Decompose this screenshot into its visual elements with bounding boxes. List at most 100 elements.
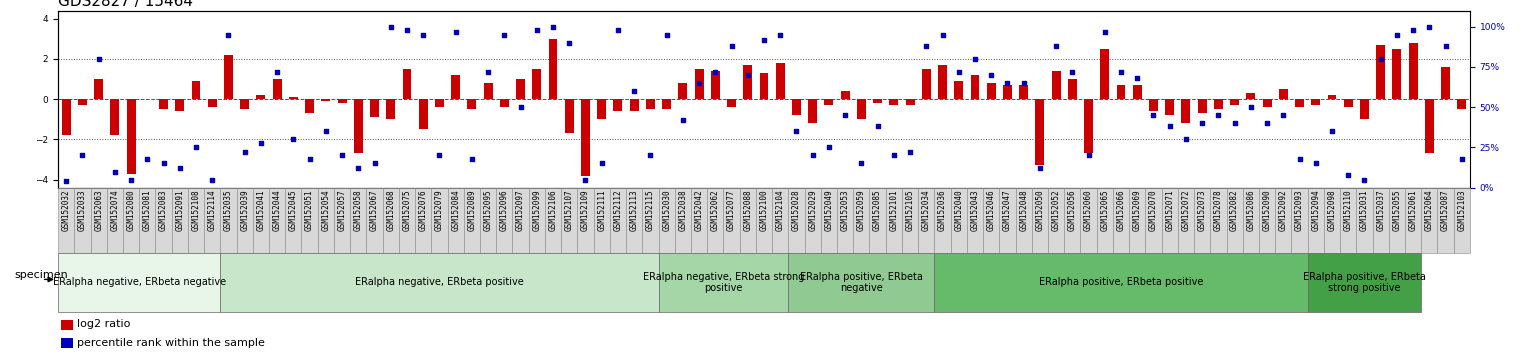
FancyBboxPatch shape <box>772 188 788 253</box>
Bar <box>451 75 460 99</box>
FancyBboxPatch shape <box>935 253 1308 312</box>
FancyBboxPatch shape <box>1227 188 1242 253</box>
FancyBboxPatch shape <box>610 188 626 253</box>
Point <box>249 140 274 145</box>
Bar <box>272 79 281 99</box>
Bar <box>191 81 200 99</box>
Point <box>654 32 678 38</box>
Bar <box>987 83 996 99</box>
Text: GSM152074: GSM152074 <box>110 190 119 231</box>
Bar <box>889 99 898 105</box>
Bar <box>921 69 931 99</box>
Bar <box>1441 67 1450 99</box>
Point <box>590 161 614 166</box>
Point <box>1174 137 1198 142</box>
FancyBboxPatch shape <box>58 188 75 253</box>
Text: GSM152072: GSM152072 <box>1181 190 1190 231</box>
Text: GSM152062: GSM152062 <box>711 190 720 231</box>
Point <box>769 32 793 38</box>
Text: GSM152103: GSM152103 <box>1458 190 1467 231</box>
Bar <box>1083 99 1093 153</box>
FancyBboxPatch shape <box>1016 188 1031 253</box>
Point <box>1239 104 1264 110</box>
Point <box>394 27 419 33</box>
Point <box>1287 156 1311 161</box>
Point <box>1125 75 1149 81</box>
FancyBboxPatch shape <box>1161 188 1178 253</box>
Bar <box>159 99 168 109</box>
Text: GSM152067: GSM152067 <box>370 190 379 231</box>
Text: GSM152031: GSM152031 <box>1360 190 1369 231</box>
FancyBboxPatch shape <box>1372 188 1389 253</box>
Bar <box>825 99 833 105</box>
FancyBboxPatch shape <box>691 188 707 253</box>
Bar <box>402 69 411 99</box>
Text: GSM152109: GSM152109 <box>581 190 590 231</box>
FancyBboxPatch shape <box>1389 188 1406 253</box>
Text: ERalpha negative, ERbeta negative: ERalpha negative, ERbeta negative <box>52 277 226 287</box>
Bar <box>1166 99 1174 115</box>
FancyBboxPatch shape <box>950 188 967 253</box>
Point <box>573 177 597 182</box>
FancyBboxPatch shape <box>1210 188 1227 253</box>
Bar <box>306 99 315 113</box>
Bar <box>61 320 72 330</box>
Text: GSM152084: GSM152084 <box>451 190 460 231</box>
FancyBboxPatch shape <box>1129 188 1146 253</box>
Text: GSM152107: GSM152107 <box>565 190 573 231</box>
Bar <box>532 69 541 99</box>
FancyBboxPatch shape <box>431 188 448 253</box>
Text: GSM152096: GSM152096 <box>500 190 509 231</box>
Text: GSM152070: GSM152070 <box>1149 190 1158 231</box>
Point <box>1060 69 1085 75</box>
FancyBboxPatch shape <box>335 188 350 253</box>
FancyBboxPatch shape <box>301 188 318 253</box>
Point <box>558 40 582 46</box>
FancyBboxPatch shape <box>139 188 156 253</box>
Point <box>119 177 144 182</box>
Text: GSM152050: GSM152050 <box>1036 190 1044 231</box>
Point <box>946 69 970 75</box>
Text: GSM152112: GSM152112 <box>613 190 622 231</box>
FancyBboxPatch shape <box>1276 188 1291 253</box>
FancyBboxPatch shape <box>171 188 188 253</box>
Text: ERalpha positive, ERbeta
strong positive: ERalpha positive, ERbeta strong positive <box>1303 272 1426 293</box>
Text: GSM152104: GSM152104 <box>776 190 785 231</box>
Text: GSM152113: GSM152113 <box>630 190 639 231</box>
Text: GSM152090: GSM152090 <box>1262 190 1271 231</box>
FancyBboxPatch shape <box>788 253 935 312</box>
Point <box>298 156 322 161</box>
Point <box>330 153 354 158</box>
Point <box>963 56 987 62</box>
Point <box>882 153 906 158</box>
Bar <box>1051 71 1060 99</box>
FancyBboxPatch shape <box>156 188 171 253</box>
FancyBboxPatch shape <box>237 188 252 253</box>
Text: GSM152029: GSM152029 <box>808 190 817 231</box>
Point <box>524 27 549 33</box>
Point <box>475 69 500 75</box>
FancyBboxPatch shape <box>740 188 756 253</box>
FancyBboxPatch shape <box>837 188 853 253</box>
Point <box>1028 165 1053 171</box>
Bar <box>1149 99 1158 111</box>
Point <box>850 161 874 166</box>
Bar <box>613 99 622 111</box>
Text: GSM152053: GSM152053 <box>840 190 850 231</box>
Text: GSM152047: GSM152047 <box>1002 190 1012 231</box>
Bar <box>906 99 915 105</box>
FancyBboxPatch shape <box>902 188 918 253</box>
Text: GSM152039: GSM152039 <box>240 190 249 231</box>
FancyBboxPatch shape <box>593 188 610 253</box>
Text: GSM152058: GSM152058 <box>354 190 362 231</box>
Bar <box>1279 89 1288 99</box>
FancyBboxPatch shape <box>480 188 497 253</box>
Point <box>671 117 695 123</box>
Text: ERalpha negative, ERbeta strong
positive: ERalpha negative, ERbeta strong positive <box>643 272 804 293</box>
Point <box>53 178 78 184</box>
Text: GSM152088: GSM152088 <box>743 190 752 231</box>
FancyBboxPatch shape <box>723 188 740 253</box>
Bar <box>565 99 573 133</box>
Point <box>622 88 646 94</box>
Text: GSM152030: GSM152030 <box>662 190 671 231</box>
